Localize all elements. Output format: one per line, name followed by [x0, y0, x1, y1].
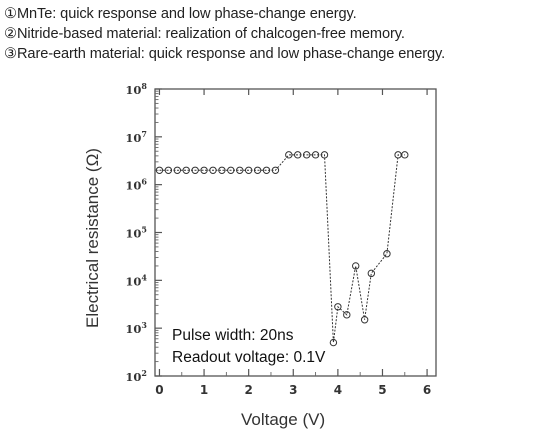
data-point [352, 262, 360, 270]
data-point [218, 166, 226, 174]
data-point [164, 166, 173, 174]
data-point [244, 166, 253, 174]
data-point [360, 316, 369, 324]
data-point [173, 166, 182, 174]
data-point [311, 151, 320, 159]
y-tick-label: 105 [125, 225, 147, 241]
x-tick-label: 0 [155, 383, 163, 397]
data-point [329, 338, 338, 347]
data-point [367, 269, 376, 278]
data-points [155, 151, 409, 347]
data-point [209, 166, 217, 174]
x-tick-label: 5 [378, 383, 386, 397]
x-axis-label: Voltage (V) [241, 410, 326, 429]
x-tick-label: 1 [200, 383, 208, 397]
data-point [155, 166, 164, 174]
data-point [294, 151, 302, 159]
data-point [200, 166, 208, 174]
data-point [285, 151, 293, 159]
data-point [401, 151, 409, 159]
notes-block: ①MnTe: quick response and low phase-chan… [4, 4, 445, 64]
annotation-readout-voltage: Readout voltage: 0.1V [172, 349, 326, 366]
data-point [182, 166, 190, 174]
data-point [262, 166, 271, 174]
data-point [343, 311, 351, 319]
note-rare-earth: ③Rare-earth material: quick response and… [4, 46, 446, 62]
data-point [253, 166, 262, 174]
data-point [302, 151, 311, 159]
x-tick-label: 3 [289, 383, 297, 397]
data-point [227, 166, 235, 174]
x-tick-label: 2 [244, 383, 252, 397]
x-tick-label: 4 [334, 383, 342, 397]
annotation-pulse-width: Pulse width: 20ns [172, 327, 294, 344]
y-tick-labels: 102 103 104 105 106 107 108 [125, 81, 147, 384]
y-tick-label: 102 [125, 368, 147, 384]
y-tick-label: 103 [125, 320, 147, 336]
y-axis-label-text: Electrical resistance (Ω) [83, 148, 102, 328]
data-point [334, 303, 342, 311]
y-tick-label: 107 [125, 129, 147, 145]
data-point [320, 151, 329, 159]
x-tick-labels: 0 1 2 3 4 5 6 [155, 383, 431, 397]
axis-ticks [155, 88, 428, 377]
data-point [271, 166, 280, 174]
note-mnte: ①MnTe: quick response and low phase-chan… [4, 6, 357, 22]
x-tick-label: 6 [423, 383, 431, 397]
y-tick-label: 108 [125, 81, 147, 97]
note-nitride: ②Nitride-based material: realization of … [4, 26, 405, 42]
data-point [191, 166, 199, 174]
data-line [159, 154, 405, 343]
y-tick-label: 104 [125, 272, 147, 288]
data-point [236, 166, 244, 174]
data-point [383, 250, 391, 258]
y-tick-label: 106 [125, 177, 147, 193]
